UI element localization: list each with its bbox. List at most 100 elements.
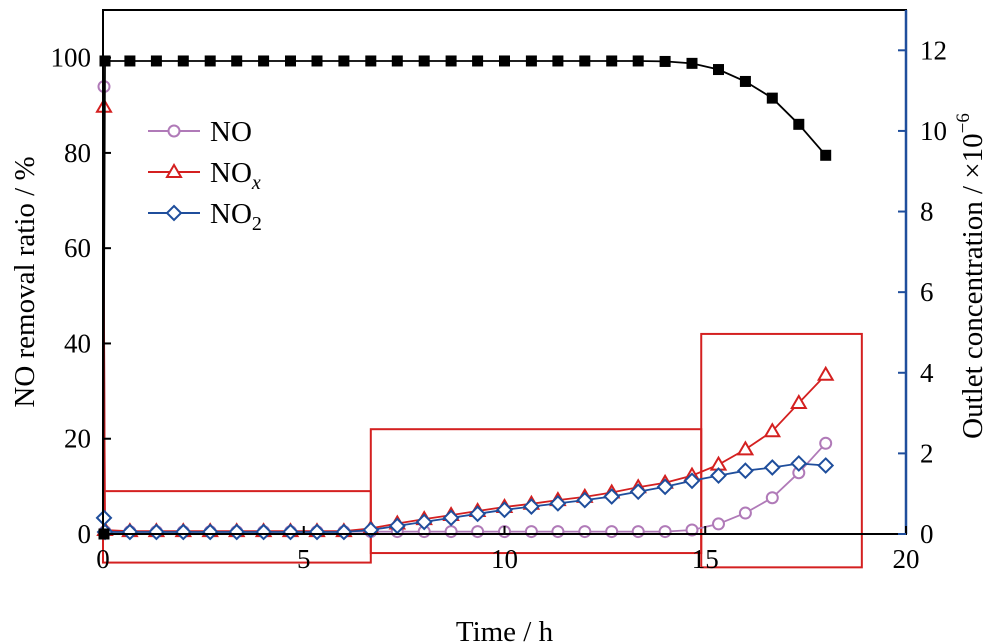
data-point-removal <box>820 149 832 161</box>
data-point-NO2 <box>817 457 835 474</box>
data-point-removal <box>686 57 698 69</box>
y-right-tick-label: 12 <box>920 35 947 65</box>
data-point-removal <box>177 55 189 67</box>
data-point-removal <box>739 75 751 87</box>
data-point-removal <box>632 55 644 67</box>
data-point-removal <box>258 55 270 67</box>
data-point-removal <box>472 55 484 67</box>
y-left-tick-label: 40 <box>64 328 91 358</box>
data-point-removal <box>124 55 136 67</box>
series-NOx <box>95 97 835 538</box>
y-right-tick-label: 6 <box>920 277 934 307</box>
plot-frame <box>102 9 907 535</box>
data-point-NO2 <box>308 523 326 541</box>
axes <box>102 9 908 535</box>
y-axis-left-title: NO removal ratio / % <box>9 156 41 407</box>
data-point-NOx <box>736 440 755 456</box>
data-point-NO <box>524 525 538 539</box>
legend-label: NO <box>210 116 252 148</box>
data-point-NO <box>578 525 592 539</box>
y-right-tick-label: 0 <box>920 519 934 549</box>
data-point-removal <box>499 55 510 67</box>
x-tick-label: 5 <box>297 544 311 574</box>
data-point-NO <box>765 491 779 505</box>
data-point-NO2 <box>790 455 808 472</box>
legend-label: NO2 <box>210 198 262 235</box>
series-NO2 <box>95 455 835 541</box>
data-point-NO <box>444 525 458 539</box>
data-point-NOx <box>763 422 782 438</box>
data-point-NO2 <box>282 523 299 541</box>
data-point-NO <box>738 506 752 520</box>
data-point-NO <box>711 517 725 531</box>
x-tick-label: 0 <box>96 544 110 574</box>
data-point-NO2 <box>656 478 674 496</box>
y-left-tick-label: 20 <box>64 424 91 454</box>
data-point-NO <box>631 525 645 539</box>
data-point-NO2 <box>415 513 433 531</box>
legend-label-subscript: 2 <box>252 213 262 235</box>
data-point-NO2 <box>228 523 246 541</box>
highlight-box <box>700 332 863 569</box>
data-point-removal <box>391 55 403 67</box>
data-point-NO2 <box>549 494 567 512</box>
legend-label-main: NO <box>210 157 252 189</box>
legend-item-NO: NO <box>148 116 252 148</box>
data-point-removal <box>659 55 671 67</box>
data-point-NO2 <box>255 523 273 541</box>
data-point-NO2 <box>174 523 192 541</box>
data-point-NO <box>471 525 485 539</box>
y-right-tick-label: 10 <box>920 116 947 146</box>
legend-label: NOx <box>210 157 261 194</box>
legend-marker <box>165 163 183 178</box>
data-point-removal <box>418 55 430 67</box>
legend-marker <box>165 204 183 222</box>
x-tick-label: 10 <box>491 544 518 574</box>
data-point-removal <box>338 55 350 67</box>
data-point-NO2 <box>388 517 406 535</box>
data-point-removal <box>766 92 778 104</box>
data-point-removal <box>552 55 564 67</box>
data-point-NOx <box>790 394 808 409</box>
legend-label-main: NO <box>210 198 252 230</box>
y-axis-right-title: Outlet concentration / ×10−6 <box>953 113 989 439</box>
data-point-removal <box>793 118 805 130</box>
y-right-tick-label: 8 <box>920 197 934 227</box>
y-right-tick-label: 2 <box>920 438 934 468</box>
data-point-NO <box>551 525 565 539</box>
data-point-NO2 <box>496 501 513 519</box>
data-point-removal <box>712 64 724 76</box>
data-point-removal <box>204 55 216 67</box>
data-point-NO <box>819 436 833 450</box>
data-point-removal <box>525 55 537 67</box>
y-axis-right-title-exponent: −6 <box>953 113 974 133</box>
data-point-NO2 <box>442 509 460 527</box>
x-tick-label: 15 <box>692 544 719 574</box>
data-point-removal <box>99 55 111 67</box>
legend-item-NOx: NOx <box>148 157 261 194</box>
data-point-NO <box>658 525 672 539</box>
data-point-NO2 <box>147 523 165 541</box>
data-point-removal <box>365 55 377 67</box>
data-point-removal <box>231 55 243 67</box>
data-point-NO2 <box>469 505 487 523</box>
data-point-removal <box>445 55 457 67</box>
data-point-NO2 <box>763 459 781 476</box>
x-axis-title: Time / h <box>456 616 554 644</box>
x-tick-label: 20 <box>893 544 920 574</box>
data-point-NO <box>605 525 619 539</box>
data-point-NO2 <box>576 491 594 509</box>
y-left-tick-label: 100 <box>51 43 92 73</box>
y-left-tick-label: 80 <box>64 138 91 168</box>
data-point-NO2 <box>335 523 353 541</box>
data-point-NO2 <box>201 523 219 541</box>
legend-label-subscript: x <box>251 172 261 194</box>
data-point-removal <box>579 55 591 67</box>
data-point-NO2 <box>629 483 647 501</box>
series-layer <box>95 55 835 541</box>
y-axis-right-title-main: Outlet concentration / ×10 <box>957 133 989 438</box>
data-point-NO2 <box>603 488 621 505</box>
